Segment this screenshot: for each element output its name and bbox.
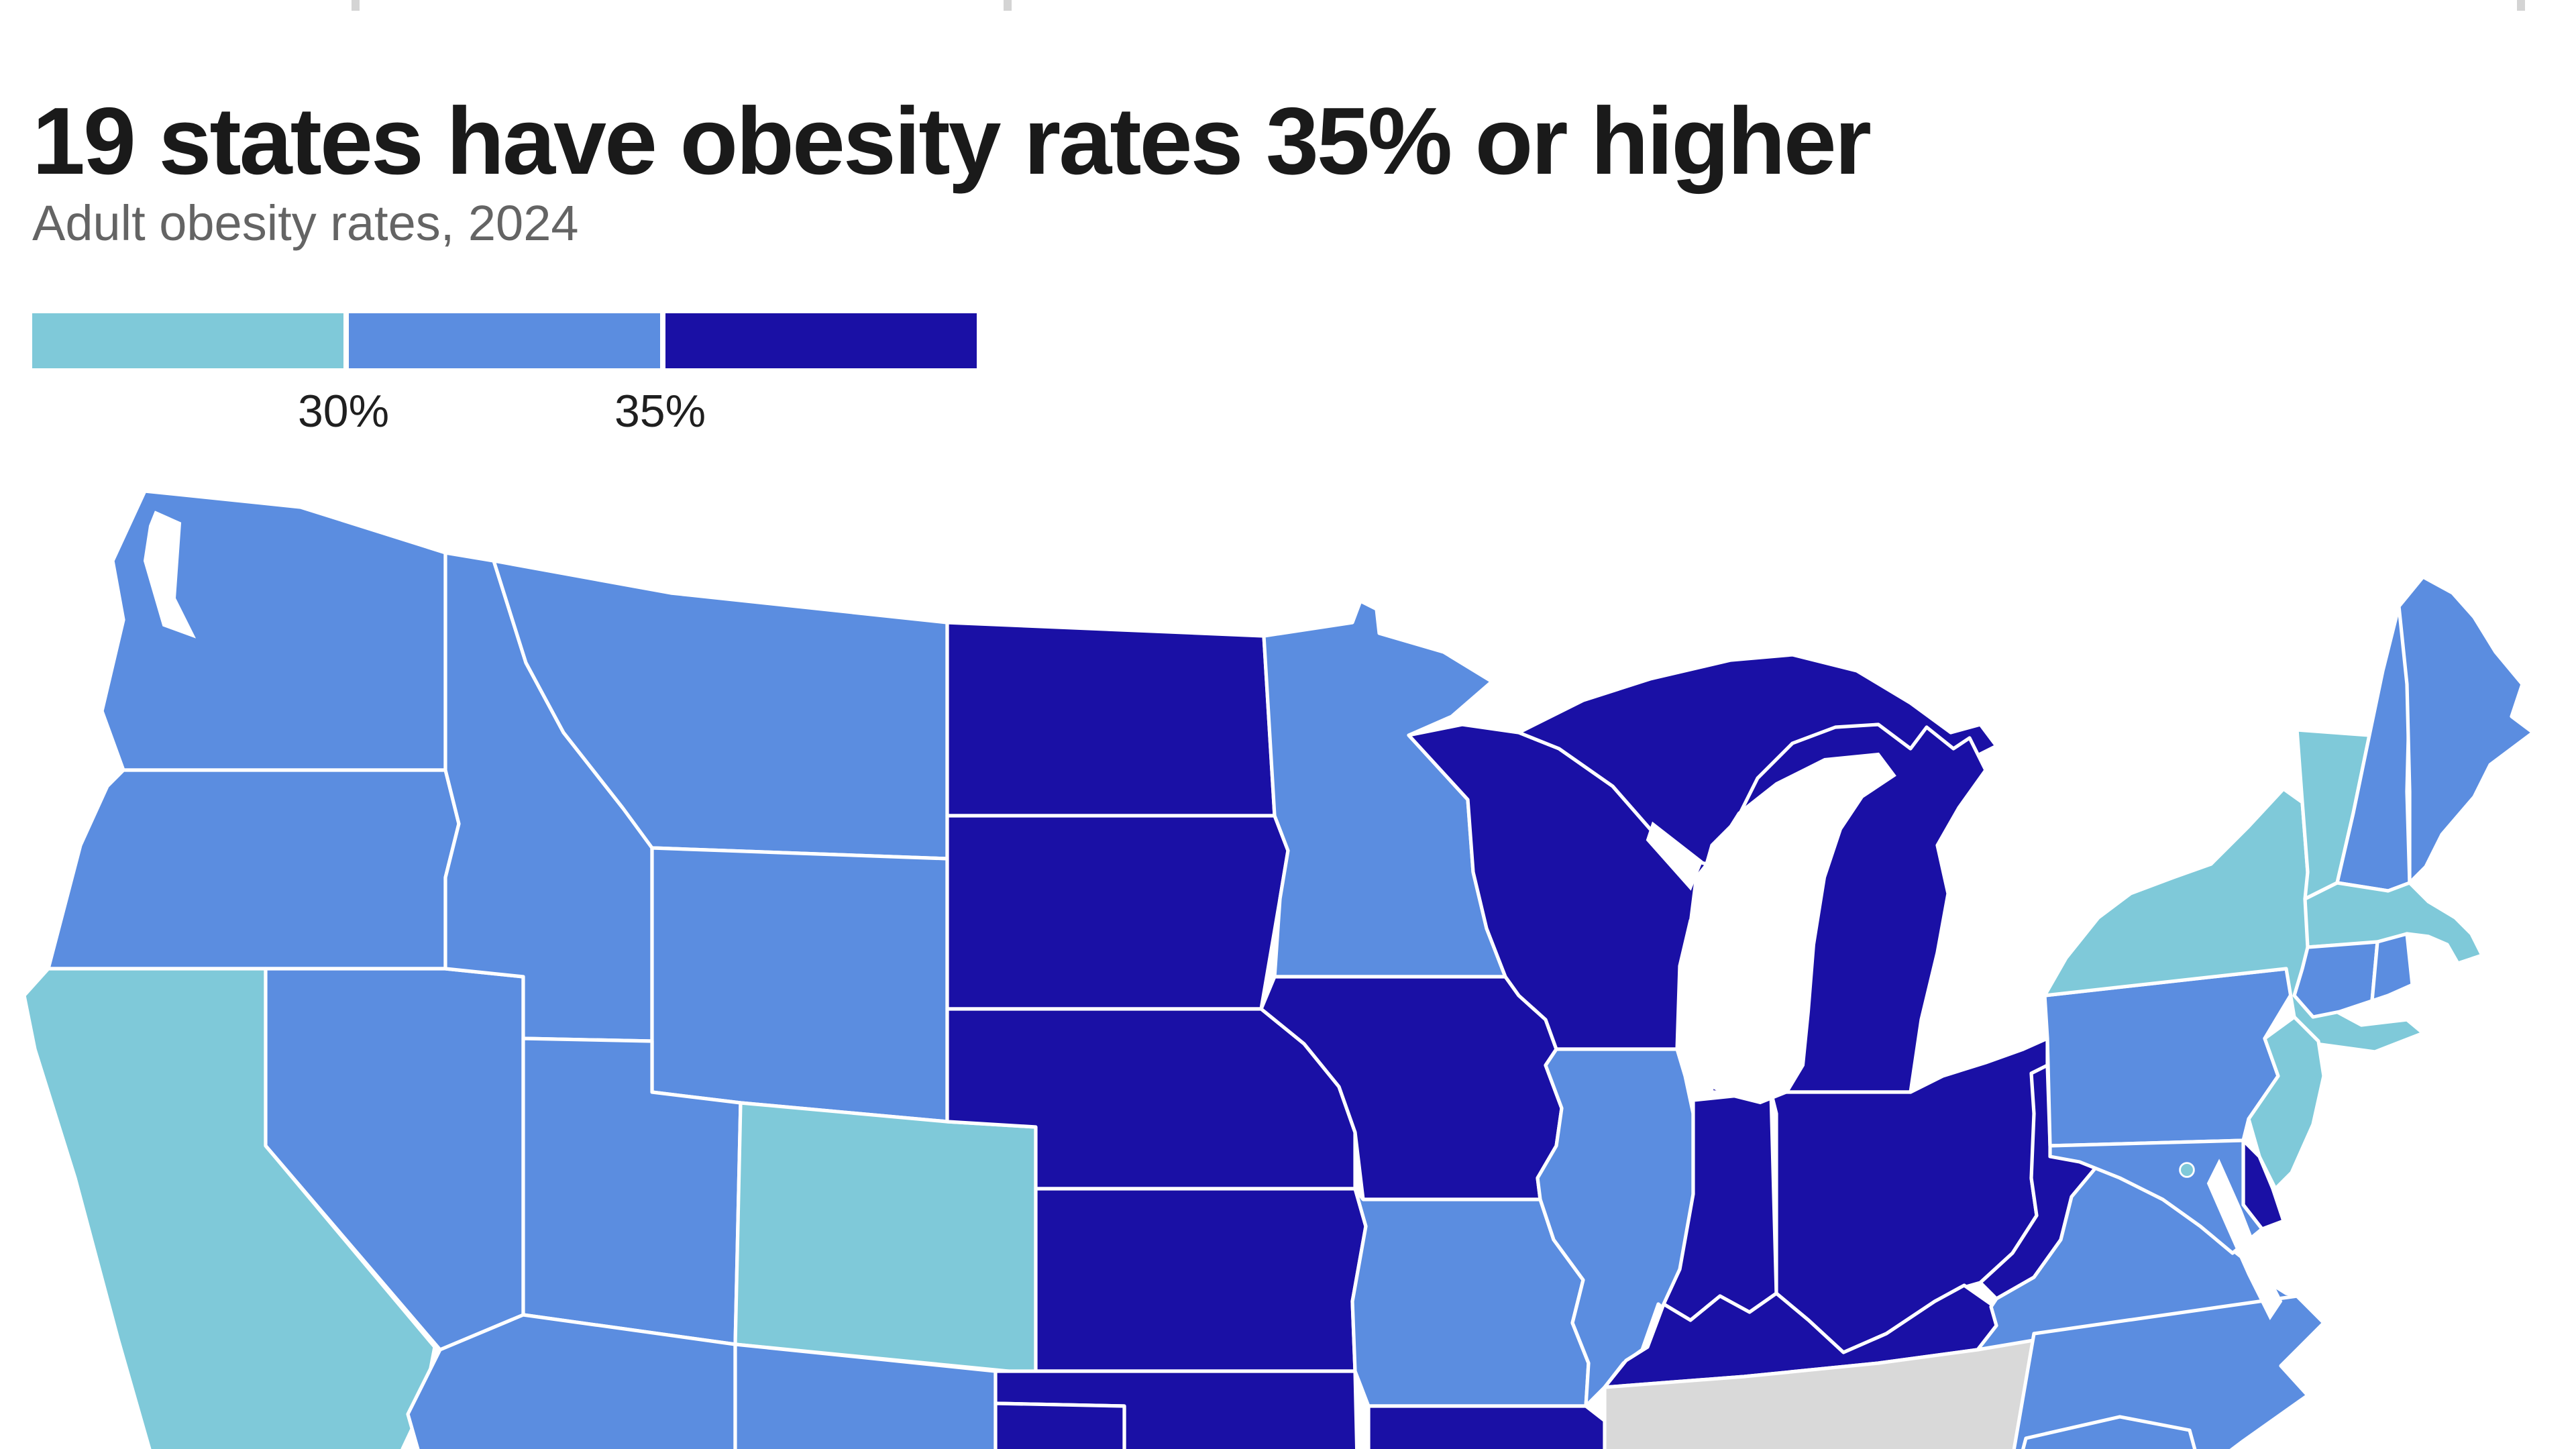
legend-threshold-30: 30% (297, 386, 390, 437)
chesapeake-bay (2206, 1159, 2283, 1320)
state-md[interactable]: Maryland (2048, 1138, 2264, 1255)
state-tx[interactable]: Texas (994, 1401, 1126, 1449)
lake-michigan (1683, 752, 1896, 1105)
state-sc[interactable]: South Carolina (2012, 1415, 2206, 1449)
puget-sound (143, 511, 197, 639)
page-title: 19 states have obesity rates 35% or high… (32, 88, 1872, 195)
state-dc[interactable]: District of Columbia (2179, 1162, 2195, 1178)
legend (32, 313, 982, 368)
us-choropleth-map: WashingtonOregonCaliforniaNevadaIdahoMon… (0, 470, 2576, 1449)
state-nd[interactable]: North Dakota (945, 621, 1277, 818)
cropped-text-artifact (2517, 0, 2525, 11)
state-wy[interactable]: Wyoming (650, 846, 949, 1124)
legend-swatch-35-plus (665, 313, 977, 368)
state-nc[interactable]: North Carolina (2007, 1294, 2326, 1449)
state-nj[interactable]: New Jersey (2247, 1015, 2326, 1191)
state-sd[interactable]: South Dakota (945, 814, 1290, 1011)
state-nm[interactable]: New Mexico (733, 1342, 998, 1449)
us-map-svg: WashingtonOregonCaliforniaNevadaIdahoMon… (22, 489, 2535, 1449)
state-ks[interactable]: Kansas (1034, 1187, 1368, 1373)
state-ar[interactable]: Arkansas (1366, 1404, 1612, 1449)
page-subtitle: Adult obesity rates, 2024 (32, 195, 579, 251)
green-bay (1646, 821, 1703, 891)
state-ct[interactable]: Connecticut (2292, 940, 2379, 1019)
legend-swatch-30-to-35 (349, 313, 660, 368)
state-me[interactable]: Maine (2397, 575, 2535, 885)
state-ri[interactable]: Rhode Island (2370, 932, 2414, 1003)
state-co[interactable]: Colorado (733, 1101, 1038, 1376)
legend-swatch-under-30 (32, 313, 343, 368)
legend-threshold-35: 35% (614, 386, 706, 437)
cropped-text-artifact (352, 0, 360, 11)
state-or[interactable]: Oregon (46, 768, 461, 971)
cropped-text-artifact (1004, 0, 1012, 11)
